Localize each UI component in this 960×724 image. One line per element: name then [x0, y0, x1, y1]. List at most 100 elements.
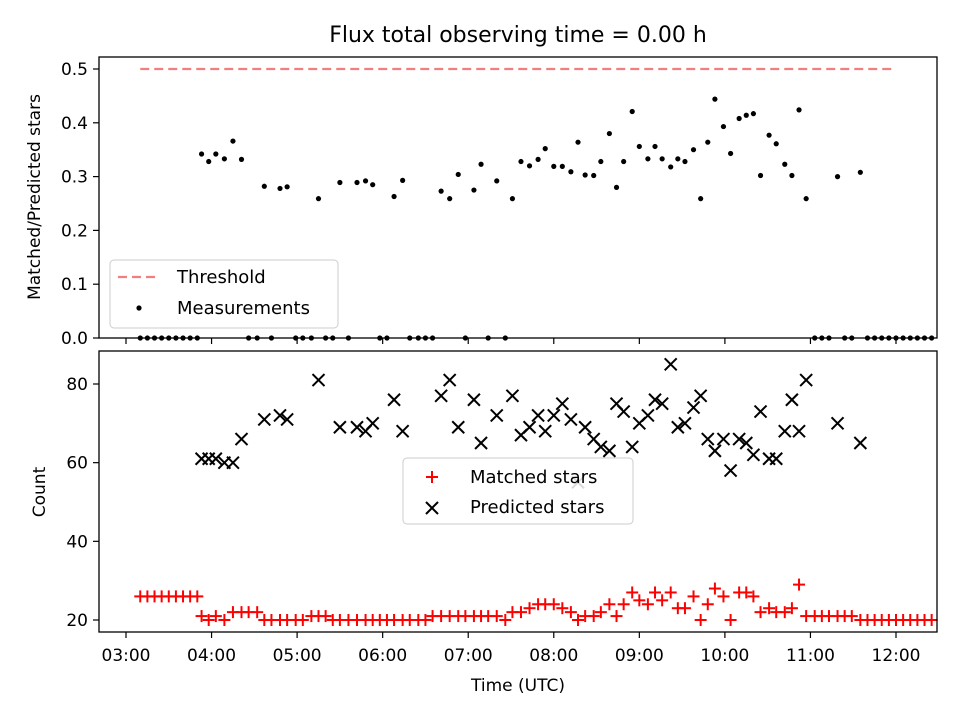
predicted-stars-point [434, 389, 448, 403]
measurement-point [606, 130, 612, 137]
measurement-point [551, 163, 557, 169]
measurement-point [582, 172, 588, 178]
measurement-point [391, 193, 397, 200]
predicted-stars-point [753, 404, 768, 419]
measurement-point [659, 156, 665, 162]
measurement-point [518, 158, 524, 165]
legend-predicted-swatch [425, 501, 439, 515]
predicted-stars-point [678, 416, 692, 431]
matched-stars-point [626, 586, 639, 599]
bottom-panel: 20 40 60 80 Count Matched stars Predicted s… [30, 350, 938, 633]
bottom-y-axis-label: Count [30, 466, 50, 517]
matched-stars-point [754, 606, 767, 619]
x-tick-label: 06:00 [358, 646, 407, 666]
top-axes-frame [98, 56, 938, 339]
measurement-point [542, 146, 548, 152]
measurement-point [652, 143, 658, 150]
measurement-point [675, 156, 681, 162]
matched-stars-point [747, 590, 760, 603]
top-y-tick-label: 0.1 [61, 275, 88, 295]
measurement-point [757, 172, 764, 179]
measurement-point [621, 158, 627, 165]
matched-stars-point [556, 602, 569, 615]
predicted-stars-point [732, 432, 746, 446]
matched-stars-point [195, 610, 208, 623]
top-y-tick-label: 0.4 [61, 114, 88, 134]
predicted-stars-point [701, 432, 715, 446]
predicted-stars-point [505, 389, 520, 403]
predicted-stars-point [616, 404, 631, 419]
legend-matched-label: Matched stars [470, 467, 597, 488]
measurement-point [575, 139, 581, 145]
measurement-point [857, 169, 863, 175]
predicted-stars-point [648, 393, 662, 407]
x-tick-label: 03:00 [102, 646, 151, 666]
measurement-point [645, 156, 651, 162]
predicted-stars-point [708, 444, 722, 458]
matched-stars-point [717, 590, 730, 603]
predicted-stars-point [663, 357, 678, 372]
legend-threshold-label: Threshold [176, 267, 266, 288]
predicted-stars-point [522, 420, 537, 434]
x-tick-label: 05:00 [273, 646, 322, 666]
measurement-point [750, 111, 757, 117]
measurement-point [743, 112, 749, 118]
measurement-point [803, 196, 809, 202]
matched-stars-point [649, 586, 662, 599]
predicted-stars-point [578, 420, 592, 434]
measurement-point [354, 179, 360, 186]
matched-stars-point [641, 598, 654, 611]
matched-stars-point [678, 602, 691, 615]
predicted-stars-point [716, 432, 731, 446]
bottom-axes-frame [98, 350, 938, 633]
measurement-point [221, 156, 227, 162]
measurement-point [206, 158, 212, 165]
predicted-stars-point [451, 420, 465, 434]
x-tick-label: 08:00 [529, 646, 578, 666]
matched-stars-point [617, 598, 630, 611]
measurement-point [277, 185, 283, 192]
predicted-stars-point [739, 436, 753, 450]
measurement-point [198, 151, 205, 157]
measurement-point [447, 196, 453, 202]
predicted-stars-point [769, 452, 783, 466]
measurement-point [712, 96, 718, 102]
matched-stars-point [191, 590, 204, 603]
measurement-point [455, 171, 461, 178]
predicted-stars-point [778, 424, 792, 438]
matched-stars-point [633, 594, 646, 607]
legend-predicted-label: Predicted stars [470, 497, 604, 518]
measurement-point [668, 164, 674, 170]
measurement-point [705, 139, 711, 145]
predicted-stars-point [467, 393, 481, 407]
measurement-point [598, 158, 604, 165]
measurement-point [834, 174, 841, 180]
matched-stars-point [296, 614, 309, 626]
matched-stars-point [763, 602, 776, 615]
bottom-y-tick-label: 60 [66, 454, 88, 474]
x-axis-label: Time (UTC) [470, 676, 565, 696]
measurement-point [698, 196, 704, 202]
x-tick-label: 12:00 [872, 646, 921, 666]
matched-stars-point [778, 606, 791, 619]
predicted-stars-point [799, 373, 813, 387]
measurement-point [727, 150, 734, 157]
predicted-stars-point [257, 412, 272, 427]
measurement-point [337, 179, 343, 186]
x-tick-label: 11:00 [786, 646, 835, 666]
chart-title: Flux total observing time = 0.00 h [329, 23, 707, 48]
top-y-tick-label: 0.0 [61, 329, 88, 349]
measurement-point [568, 169, 574, 175]
predicted-stars-point [547, 408, 561, 423]
matched-stars-point [202, 614, 215, 626]
measurement-point [494, 178, 500, 184]
x-tick-label: 09:00 [615, 646, 664, 666]
predicted-stars-point [785, 393, 799, 407]
measurement-point [559, 163, 565, 169]
bottom-y-tick-label: 20 [66, 611, 88, 631]
predicted-stars-point [395, 424, 410, 438]
predicted-stars-point [671, 420, 685, 434]
predicted-stars-point [442, 373, 457, 387]
matched-stars-point [523, 602, 536, 615]
matched-stars-point [925, 614, 938, 626]
